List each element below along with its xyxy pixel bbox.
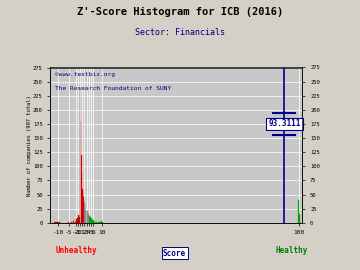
Bar: [68, 222, 69, 223]
Bar: [82, 189, 83, 223]
Bar: [85, 210, 86, 223]
Bar: [76, 219, 77, 223]
Bar: [84, 203, 85, 223]
Bar: [299, 214, 300, 223]
Bar: [83, 197, 84, 223]
Bar: [75, 222, 76, 223]
Bar: [54, 222, 56, 223]
Text: Unhealthy: Unhealthy: [56, 246, 98, 255]
Bar: [95, 222, 96, 223]
Bar: [80, 87, 81, 223]
Bar: [102, 222, 103, 223]
Bar: [92, 220, 93, 223]
Bar: [98, 222, 99, 223]
Text: Healthy: Healthy: [275, 246, 308, 255]
Bar: [71, 222, 72, 223]
Bar: [77, 218, 78, 223]
Bar: [86, 211, 87, 223]
Text: Score: Score: [163, 249, 186, 258]
Bar: [87, 214, 89, 223]
Bar: [94, 222, 95, 223]
Bar: [100, 222, 101, 223]
Bar: [90, 217, 91, 223]
Bar: [81, 155, 82, 223]
Text: The Research Foundation of SUNY: The Research Foundation of SUNY: [55, 86, 172, 91]
Text: Sector: Financials: Sector: Financials: [135, 28, 225, 37]
Bar: [58, 222, 60, 223]
Bar: [79, 217, 80, 223]
Text: 93.3111: 93.3111: [268, 119, 301, 129]
Bar: [56, 222, 58, 223]
Bar: [101, 221, 102, 223]
Bar: [89, 216, 90, 223]
Bar: [96, 222, 98, 223]
Bar: [73, 221, 75, 223]
Text: Z'-Score Histogram for ICB (2016): Z'-Score Histogram for ICB (2016): [77, 7, 283, 17]
Bar: [91, 218, 92, 223]
Text: ©www.textbiz.org: ©www.textbiz.org: [55, 72, 116, 77]
Bar: [93, 221, 94, 223]
Bar: [298, 200, 299, 223]
Bar: [78, 215, 79, 223]
Y-axis label: Number of companies (997 total): Number of companies (997 total): [27, 95, 32, 195]
